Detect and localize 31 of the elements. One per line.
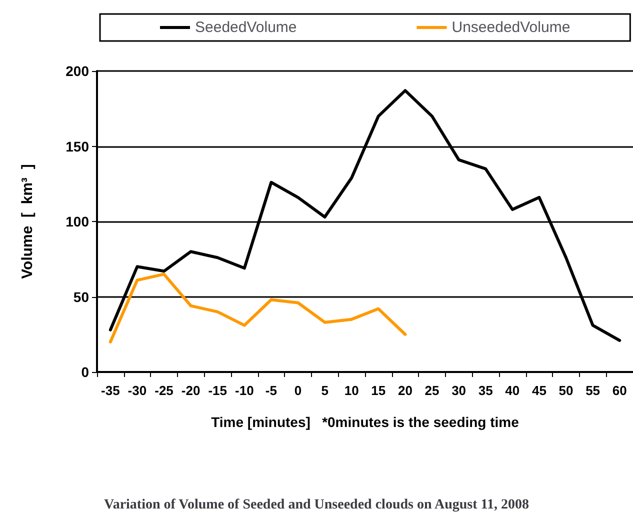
legend-label: SeededVolume: [195, 19, 297, 36]
x-tick-label: 40: [505, 383, 520, 398]
x-tick-label: -20: [181, 383, 200, 398]
x-tick-label: 55: [586, 383, 600, 398]
y-tick-label: 0: [81, 364, 90, 380]
x-tick-label: 15: [371, 383, 386, 398]
legend-label: UnseededVolume: [452, 19, 570, 36]
x-tick-label: 35: [478, 383, 493, 398]
x-tick-label: -10: [235, 383, 254, 398]
y-tick-label: 150: [66, 138, 90, 154]
x-tick-label: -30: [128, 383, 147, 398]
x-tick-label: 50: [558, 383, 574, 398]
x-tick-label: 5: [321, 383, 328, 398]
x-tick-label: 60: [612, 383, 627, 398]
y-tick-label: 50: [73, 288, 90, 305]
x-tick-label: 30: [452, 383, 466, 398]
x-tick-label: 0: [294, 383, 302, 398]
line-series: [108, 272, 407, 344]
x-tick-label: 10: [344, 383, 359, 398]
x-tick-label: -5: [265, 383, 277, 398]
x-tick-label: 20: [398, 383, 412, 398]
x-tick-label: -35: [101, 383, 120, 398]
x-tick-label: 25: [424, 383, 440, 398]
x-tick-label: 45: [532, 383, 546, 398]
x-tick-label: -25: [154, 383, 174, 398]
text: Variation of Volume of Seeded and Unseeded clouds on August 11, 2008: [104, 498, 530, 512]
x-axis-title: Time [minutes] *0minutes is the seeding time: [211, 414, 520, 430]
y-tick-label: 100: [66, 214, 90, 230]
y-axis-title: Volume [ km³ ]: [19, 164, 36, 279]
y-tick-label: 200: [66, 63, 90, 79]
x-tick-label: -15: [208, 383, 227, 398]
